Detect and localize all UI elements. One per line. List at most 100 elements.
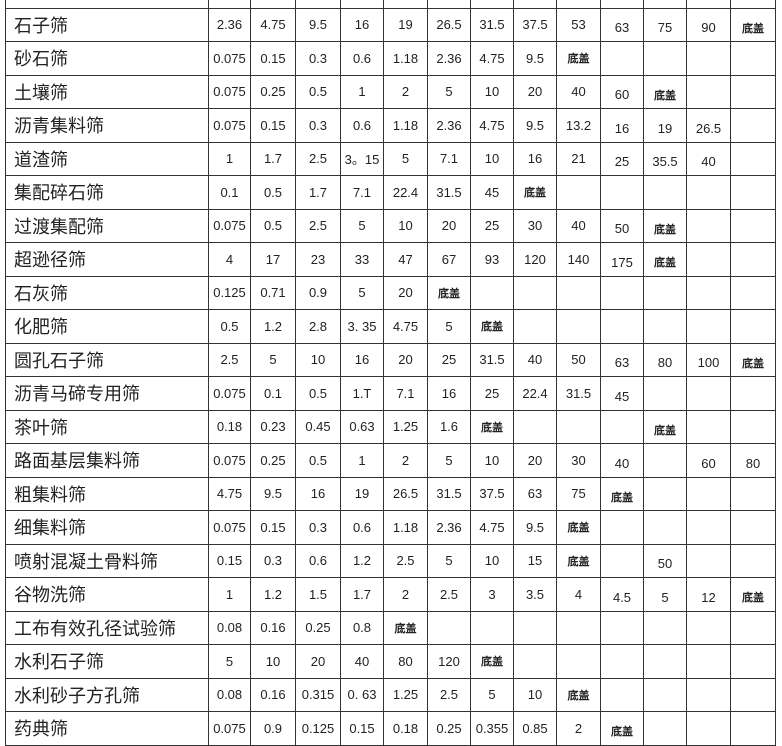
table-row: 水利砂子方孔筛 0.08 0.16 0.315 0. 63 1.25 2.5 5 10 底盖 xyxy=(5,677,776,712)
aperture-cell: 2 xyxy=(556,711,601,746)
aperture-cell xyxy=(643,175,687,210)
aperture-cell xyxy=(600,409,644,444)
aperture-cell: 2.5 xyxy=(208,342,251,377)
aperture-cell: 40 xyxy=(340,644,384,679)
sieve-name-cell: 石子筛 xyxy=(5,7,209,42)
aperture-cell: 0.6 xyxy=(340,510,384,545)
aperture-cell xyxy=(686,543,731,578)
aperture-cell: 0.3 xyxy=(250,543,296,578)
aperture-cell xyxy=(513,309,557,344)
aperture-cell: 0.5 xyxy=(295,443,341,478)
aperture-cell: 0.075 xyxy=(208,41,251,76)
aperture-cell: 47 xyxy=(383,242,428,277)
aperture-cell: 40 xyxy=(513,342,557,377)
aperture-cell: 15 xyxy=(513,543,557,578)
aperture-cell xyxy=(730,41,776,76)
aperture-cell: 23 xyxy=(295,242,341,277)
table-row: 土壤筛 0.075 0.25 0.5 1 2 5 10 20 40 60 底盖 xyxy=(5,74,776,109)
aperture-cell: 26.5 xyxy=(427,7,471,42)
aperture-cell: 25 xyxy=(600,141,644,176)
table-row: 路面基层集料筛 0.075 0.25 0.5 1 2 5 10 20 30 40 60 80 xyxy=(5,443,776,478)
aperture-cell: 0.1 xyxy=(208,175,251,210)
aperture-cell: 5 xyxy=(383,141,428,176)
aperture-cell: 19 xyxy=(383,7,428,42)
aperture-cell: 50 xyxy=(556,342,601,377)
aperture-cell: 0. 63 xyxy=(340,677,384,712)
aperture-cell: 10 xyxy=(383,208,428,243)
aperture-cell: 0.08 xyxy=(208,677,251,712)
aperture-cell: 5 xyxy=(427,309,471,344)
aperture-cell: 4.5 xyxy=(600,577,644,612)
sieve-name-cell: 道渣筛 xyxy=(5,141,209,176)
aperture-cell: 底盖 xyxy=(643,242,687,277)
aperture-cell: 50 xyxy=(643,543,687,578)
aperture-cell: 175 xyxy=(600,242,644,277)
table-row: 石子筛 2.36 4.75 9.5 16 19 26.5 31.5 37.5 53 63 75 90 底盖 xyxy=(5,7,776,42)
aperture-cell: 25 xyxy=(470,208,514,243)
aperture-cell xyxy=(730,208,776,243)
table-row: 石灰筛 0.125 0.71 0.9 5 20 底盖 xyxy=(5,275,776,310)
aperture-cell: 1.2 xyxy=(340,543,384,578)
sieve-name-cell: 超逊径筛 xyxy=(5,242,209,277)
aperture-cell: 1.6 xyxy=(427,409,471,444)
table-body: 石子筛 2.36 4.75 9.5 16 19 26.5 31.5 37.5 53 63 75 90 底盖… xyxy=(5,0,776,746)
aperture-cell: 0.15 xyxy=(250,510,296,545)
aperture-cell: 16 xyxy=(427,376,471,411)
aperture-cell: 53 xyxy=(556,7,601,42)
aperture-cell: 63 xyxy=(513,476,557,511)
aperture-cell: 0.075 xyxy=(208,711,251,746)
aperture-cell: 0.075 xyxy=(208,376,251,411)
sieve-name-cell: 过渡集配筛 xyxy=(5,208,209,243)
aperture-cell: 底盖 xyxy=(556,677,601,712)
aperture-cell xyxy=(643,376,687,411)
sieve-name-cell: 喷射混凝土骨料筛 xyxy=(5,543,209,578)
aperture-cell: 0.5 xyxy=(208,309,251,344)
aperture-cell: 0.16 xyxy=(250,610,296,645)
table-row: 道渣筛 1 1.7 2.5 3。15 5 7.1 10 16 21 25 35.5 40 xyxy=(5,141,776,176)
aperture-cell xyxy=(686,41,731,76)
aperture-cell: 2 xyxy=(383,443,428,478)
aperture-cell xyxy=(513,409,557,444)
aperture-cell: 20 xyxy=(513,74,557,109)
table-row: 工布有效孔径试验筛 0.08 0.16 0.25 0.8 底盖 xyxy=(5,610,776,645)
aperture-cell: 0.1 xyxy=(250,376,296,411)
aperture-cell: 1.T xyxy=(340,376,384,411)
aperture-cell: 16 xyxy=(600,108,644,143)
aperture-cell: 0.075 xyxy=(208,108,251,143)
aperture-cell xyxy=(600,543,644,578)
sieve-name-cell: 集配碎石筛 xyxy=(5,175,209,210)
aperture-cell xyxy=(730,309,776,344)
aperture-cell: 0.45 xyxy=(295,409,341,444)
aperture-cell: 4.75 xyxy=(208,476,251,511)
aperture-cell xyxy=(643,711,687,746)
aperture-cell: 0.23 xyxy=(250,409,296,444)
aperture-cell: 0.075 xyxy=(208,74,251,109)
aperture-cell: 1.5 xyxy=(295,577,341,612)
aperture-cell: 4.75 xyxy=(383,309,428,344)
aperture-cell: 20 xyxy=(513,443,557,478)
aperture-cell: 底盖 xyxy=(730,7,776,42)
aperture-cell: 0.8 xyxy=(340,610,384,645)
sieve-name-cell: 化肥筛 xyxy=(5,309,209,344)
aperture-cell xyxy=(556,644,601,679)
aperture-cell: 25 xyxy=(470,376,514,411)
aperture-cell: 0.15 xyxy=(208,543,251,578)
aperture-cell: 10 xyxy=(470,443,514,478)
sieve-name-cell: 粗集料筛 xyxy=(5,476,209,511)
aperture-cell: 5 xyxy=(340,275,384,310)
aperture-cell: 20 xyxy=(295,644,341,679)
table-row: 化肥筛 0.5 1.2 2.8 3. 35 4.75 5 底盖 xyxy=(5,309,776,344)
aperture-cell: 4.75 xyxy=(250,7,296,42)
aperture-cell xyxy=(730,644,776,679)
aperture-cell: 0.125 xyxy=(208,275,251,310)
aperture-cell: 5 xyxy=(250,342,296,377)
aperture-cell: 2.36 xyxy=(427,510,471,545)
aperture-cell xyxy=(513,610,557,645)
aperture-cell: 1.18 xyxy=(383,108,428,143)
aperture-cell: 底盖 xyxy=(513,175,557,210)
table-row: 砂石筛 0.075 0.15 0.3 0.6 1.18 2.36 4.75 9.5 底盖 xyxy=(5,41,776,76)
aperture-cell xyxy=(730,409,776,444)
table-row: 过渡集配筛 0.075 0.5 2.5 5 10 20 25 30 40 50 底盖 xyxy=(5,208,776,243)
aperture-cell: 底盖 xyxy=(470,309,514,344)
aperture-cell: 0.315 xyxy=(295,677,341,712)
